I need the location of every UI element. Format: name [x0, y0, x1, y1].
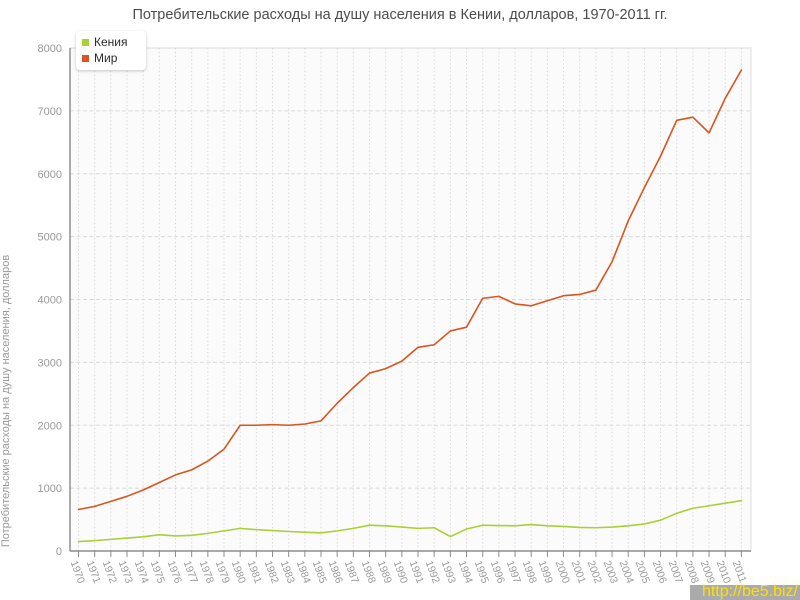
svg-text:7000: 7000: [38, 106, 62, 118]
svg-text:1000: 1000: [38, 483, 62, 495]
svg-text:4000: 4000: [38, 295, 62, 307]
svg-text:5000: 5000: [38, 232, 62, 244]
svg-text:6000: 6000: [38, 169, 62, 181]
svg-text:2000: 2000: [38, 420, 62, 432]
svg-text:0: 0: [56, 546, 62, 558]
svg-text:3000: 3000: [38, 357, 62, 369]
svg-text:8000: 8000: [38, 43, 62, 55]
